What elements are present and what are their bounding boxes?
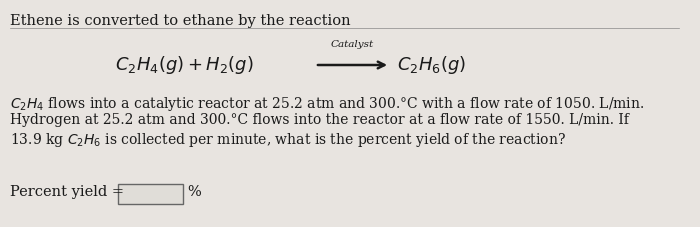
Text: Hydrogen at 25.2 atm and 300.°C flows into the reactor at a flow rate of 1550. L: Hydrogen at 25.2 atm and 300.°C flows in… — [10, 113, 629, 127]
Text: Catalyst: Catalyst — [331, 40, 374, 49]
Text: %: % — [187, 185, 201, 199]
Text: 13.9 kg $C_2H_6$ is collected per minute, what is the percent yield of the react: 13.9 kg $C_2H_6$ is collected per minute… — [10, 131, 566, 149]
Text: $C_2H_4$ flows into a catalytic reactor at 25.2 atm and 300.°C with a flow rate : $C_2H_4$ flows into a catalytic reactor … — [10, 95, 644, 113]
Text: $C_2H_4(g) + H_2(g)$: $C_2H_4(g) + H_2(g)$ — [115, 54, 253, 76]
Text: $C_2H_6(g)$: $C_2H_6(g)$ — [397, 54, 466, 76]
FancyBboxPatch shape — [118, 184, 183, 204]
Text: Ethene is converted to ethane by the reaction: Ethene is converted to ethane by the rea… — [10, 14, 351, 28]
Text: Percent yield =: Percent yield = — [10, 185, 124, 199]
